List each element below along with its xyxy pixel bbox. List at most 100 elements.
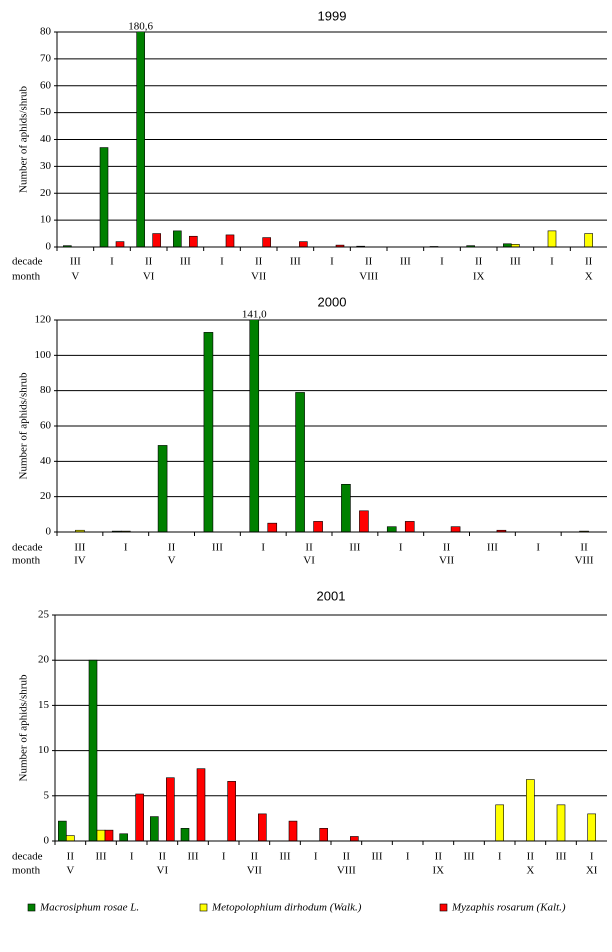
x-tick-label: II: [145, 256, 153, 268]
bar: [359, 510, 369, 532]
bar: [157, 445, 168, 532]
x-tick-label: III: [556, 851, 567, 863]
x-tick-label: I: [314, 851, 318, 863]
row-label: decade: [12, 256, 43, 268]
y-tick-label: 25: [38, 609, 50, 621]
bar: [496, 529, 507, 532]
bar: [450, 526, 461, 532]
x-tick-label: I: [330, 256, 334, 268]
legend-swatch: [27, 903, 36, 912]
month-label: IX: [433, 865, 445, 877]
x-tick-label: III: [188, 851, 199, 863]
value-label: 141,0: [242, 309, 267, 321]
bar: [96, 829, 106, 841]
x-tick-label: I: [220, 256, 224, 268]
bar: [526, 779, 535, 841]
y-tick-label: 0: [46, 241, 52, 253]
x-tick-label: III: [487, 542, 498, 554]
bar: [104, 829, 114, 841]
bar: [99, 147, 109, 247]
x-tick-label: III: [290, 256, 301, 268]
y-tick-label: 10: [40, 214, 52, 226]
x-tick-label: I: [406, 851, 410, 863]
x-tick-label: III: [70, 256, 81, 268]
bar: [341, 483, 351, 532]
bar: [511, 244, 520, 247]
x-tick-label: I: [222, 851, 226, 863]
y-tick-label: 15: [38, 699, 50, 711]
bar: [189, 235, 198, 247]
x-tick-label: II: [251, 851, 259, 863]
y-tick-label: 20: [40, 187, 52, 199]
bar: [152, 233, 161, 247]
month-label: V: [168, 555, 176, 567]
x-tick-label: I: [124, 542, 128, 554]
bar: [299, 241, 308, 247]
bar: [547, 230, 557, 247]
month-label: VIII: [337, 865, 356, 877]
x-tick-label: II: [168, 542, 176, 554]
bar: [288, 820, 298, 841]
y-tick-label: 40: [40, 455, 52, 467]
x-tick-label: III: [180, 256, 191, 268]
chart-title: 2000: [318, 294, 347, 309]
x-tick-label: II: [255, 256, 263, 268]
x-tick-label: III: [400, 256, 411, 268]
y-tick-label: 70: [40, 52, 52, 64]
bar: [166, 777, 175, 841]
row-label: decade: [12, 851, 43, 863]
chart-title: 2001: [317, 588, 346, 603]
bar: [66, 835, 75, 841]
x-tick-label: III: [372, 851, 383, 863]
bar: [196, 768, 206, 841]
bar: [115, 241, 125, 247]
x-tick-label: II: [580, 542, 588, 554]
x-tick-label: III: [349, 542, 360, 554]
legend-label: Macrosiphum rosae L.: [39, 902, 139, 914]
y-tick-label: 0: [46, 526, 52, 538]
month-label: V: [71, 271, 79, 283]
bar: [75, 529, 85, 532]
value-label: 180,6: [128, 21, 153, 33]
y-tick-label: 0: [44, 835, 50, 847]
row-label: month: [12, 865, 41, 877]
y-tick-label: 120: [35, 314, 52, 326]
x-tick-label: III: [74, 542, 85, 554]
bar: [350, 836, 359, 841]
bar: [319, 828, 328, 841]
month-label: VI: [157, 865, 169, 877]
month-label: VII: [439, 555, 455, 567]
y-tick-label: 60: [40, 420, 52, 432]
y-tick-label: 50: [40, 106, 52, 118]
row-label: month: [12, 271, 41, 283]
x-tick-label: I: [130, 851, 134, 863]
y-tick-label: 20: [38, 654, 50, 666]
bar: [136, 32, 145, 247]
y-tick-label: 20: [40, 490, 52, 502]
month-label: IX: [473, 271, 485, 283]
bar: [88, 659, 98, 841]
x-tick-label: I: [498, 851, 502, 863]
y-axis-label: Number of aphids/shrub: [18, 674, 30, 781]
y-tick-label: 60: [40, 79, 52, 91]
row-label: decade: [12, 542, 43, 554]
bar: [227, 781, 236, 841]
x-tick-label: I: [550, 256, 554, 268]
x-tick-label: II: [585, 256, 593, 268]
legend-swatch: [439, 903, 448, 912]
x-tick-label: I: [399, 542, 403, 554]
month-label: VII: [251, 271, 267, 283]
x-tick-label: I: [536, 542, 540, 554]
bar: [258, 813, 267, 841]
month-label: VIII: [575, 555, 594, 567]
legend-label: Metopolophium dirhodum (Walk.): [211, 902, 362, 914]
bar: [295, 392, 305, 532]
month-label: VIII: [359, 271, 378, 283]
month-label: XI: [586, 865, 598, 877]
y-axis-label: Number of aphids/shrub: [18, 86, 30, 193]
month-label: X: [526, 865, 534, 877]
x-tick-label: III: [464, 851, 475, 863]
bar: [386, 526, 397, 532]
bar: [587, 813, 596, 841]
month-label: V: [66, 865, 74, 877]
